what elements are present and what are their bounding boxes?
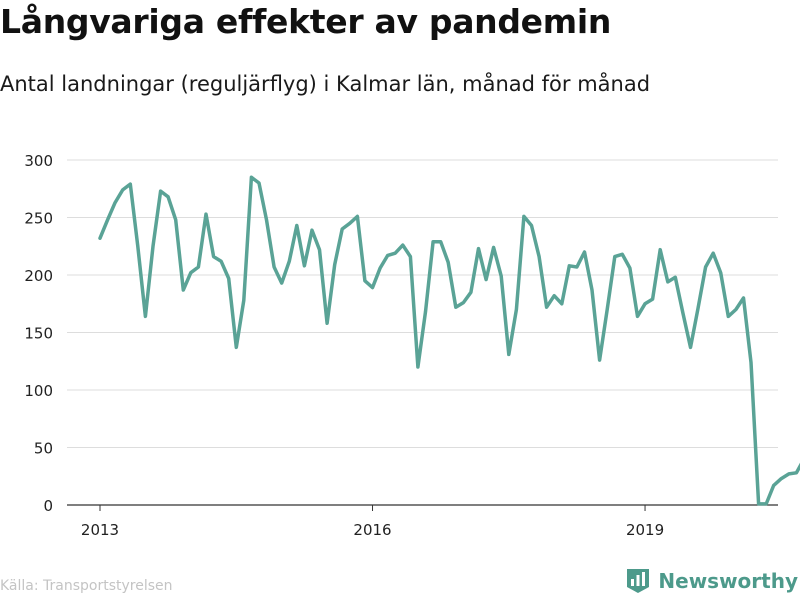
- x-axis: 2013201620192021: [67, 504, 778, 539]
- series-layer: 53: [98, 175, 800, 506]
- x-tick-label: 2013: [81, 521, 119, 539]
- series-line: [98, 175, 800, 506]
- chart-title: Långvariga effekter av pandemin: [0, 2, 612, 41]
- y-tick-label: 250: [24, 210, 53, 228]
- y-tick-label: 200: [24, 267, 53, 285]
- x-tick-label: 2016: [353, 521, 391, 539]
- y-tick-label: 300: [24, 152, 53, 170]
- y-tick-label: 50: [34, 440, 53, 458]
- newsworthy-logo-icon: [627, 569, 650, 593]
- gridlines: [67, 159, 778, 448]
- source-note: Källa: Transportstyrelsen: [0, 578, 173, 594]
- y-tick-label: 150: [24, 325, 53, 343]
- brand-logo[interactable]: Newsworthy: [625, 567, 798, 595]
- y-axis-ticks: 0 50 100 150 200 250 300: [24, 152, 53, 515]
- x-tick-label: 2019: [626, 521, 664, 539]
- y-tick-label: 0: [43, 497, 53, 515]
- chart-subtitle: Antal landningar (reguljärflyg) i Kalmar…: [0, 72, 651, 96]
- y-tick-label: 100: [24, 382, 53, 400]
- brand-name: Newsworthy: [658, 569, 798, 593]
